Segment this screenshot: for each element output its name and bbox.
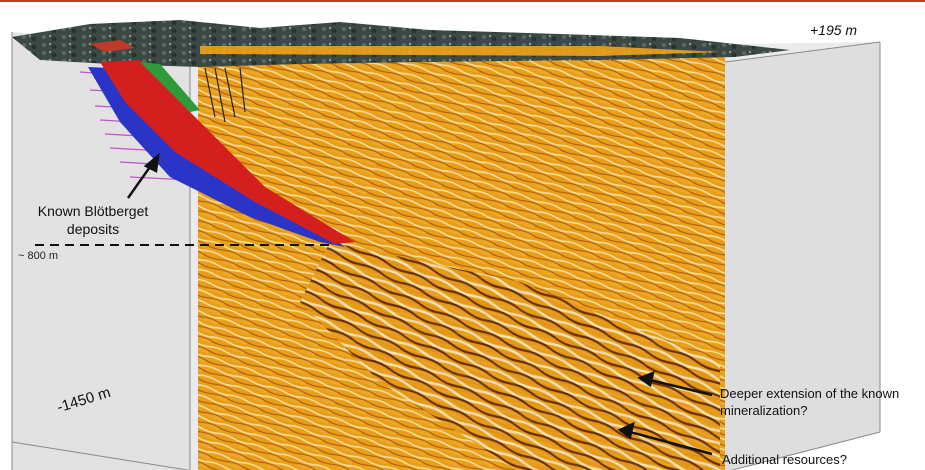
box-edge [730, 431, 881, 470]
mid-depth-label: ~ 800 m [18, 250, 59, 262]
additional-resources-label: Additional resources? [722, 452, 848, 467]
drillhole-black [204, 67, 246, 123]
seismic-strong-reflectors [300, 242, 720, 470]
arrow-known-deposits [126, 152, 160, 199]
top-depth-label: +195 m [810, 22, 858, 38]
arrow-deeper-extension [637, 370, 713, 397]
deeper-extension-label: Deeper extension of the known mineraliza… [720, 386, 900, 418]
box-edge [11, 441, 191, 470]
seismic-shading [198, 57, 725, 470]
box-edge [724, 41, 881, 63]
orebody-red [100, 60, 355, 244]
orebody-green [140, 62, 200, 112]
surface-red-patch [90, 40, 135, 52]
surface-highlight [200, 46, 720, 56]
box-right-face [725, 42, 880, 470]
known-deposits-label: Known Blötberget deposits [37, 203, 149, 237]
arrow-additional-resources [617, 421, 713, 456]
